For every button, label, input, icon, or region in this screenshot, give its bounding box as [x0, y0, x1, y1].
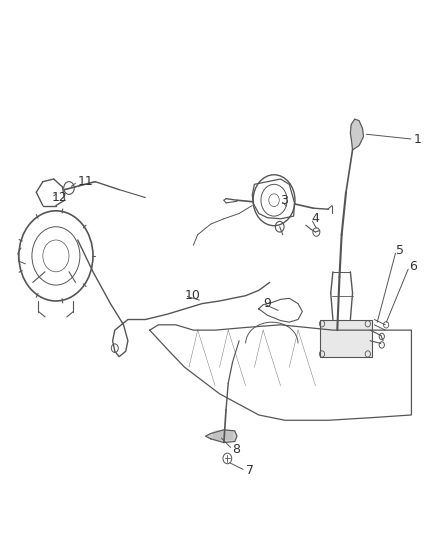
Text: 3: 3	[280, 193, 288, 207]
Text: 8: 8	[232, 443, 240, 456]
FancyBboxPatch shape	[319, 319, 371, 357]
Text: 4: 4	[311, 212, 318, 225]
Polygon shape	[350, 119, 363, 150]
Text: 12: 12	[51, 191, 67, 204]
Text: 10: 10	[184, 289, 200, 302]
Text: 1: 1	[413, 133, 420, 146]
Polygon shape	[205, 430, 237, 442]
Text: 11: 11	[78, 175, 93, 188]
Text: 7: 7	[245, 464, 253, 477]
Text: 5: 5	[395, 244, 403, 257]
Text: 9: 9	[262, 297, 270, 310]
Text: 6: 6	[408, 260, 416, 273]
